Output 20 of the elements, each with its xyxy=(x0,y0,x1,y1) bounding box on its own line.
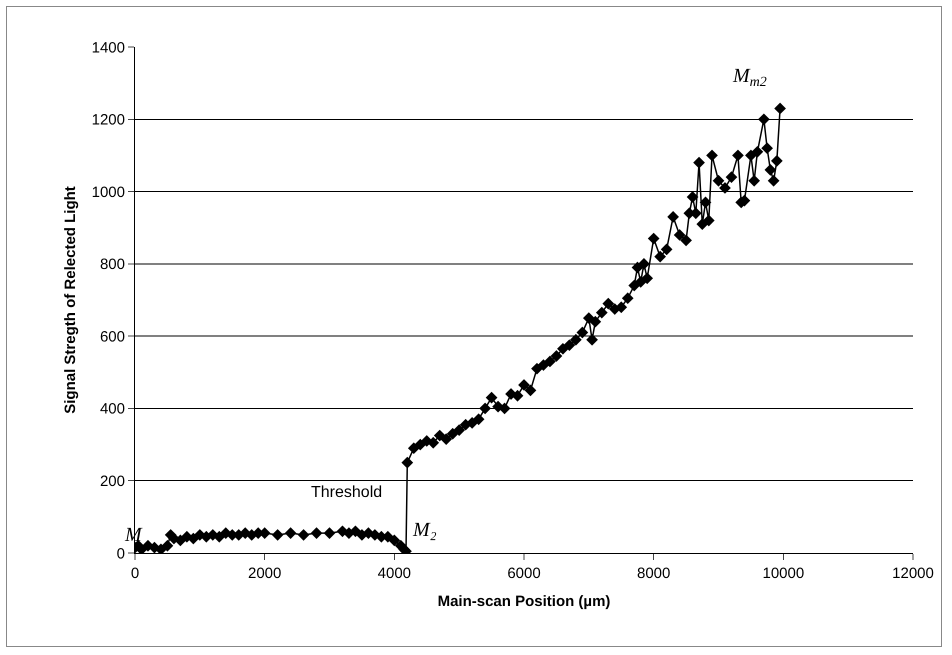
y-tick-label: 800 xyxy=(100,256,125,274)
x-tick-label: 8000 xyxy=(636,565,670,582)
x-tick-label: 6000 xyxy=(507,565,541,582)
y-tick-label: 1400 xyxy=(92,39,125,56)
annotation: M₂ xyxy=(412,519,437,541)
x-tick-label: 4000 xyxy=(378,565,412,582)
y-tick-label: 400 xyxy=(100,400,125,418)
x-tick-label: 0 xyxy=(130,565,140,582)
annotation: M$_{m2}$ xyxy=(732,65,767,90)
annotation: Threshold xyxy=(311,484,382,501)
y-tick-label: 1000 xyxy=(92,184,125,201)
y-tick-label: 1200 xyxy=(92,112,125,129)
x-tick-label: 10000 xyxy=(762,565,804,582)
x-axis-title: Main-scan Position (µm) xyxy=(438,593,610,610)
y-tick-label: 200 xyxy=(100,472,125,490)
x-tick-label: 12000 xyxy=(892,565,934,582)
y-axis-title: Signal Stregth of Relected Light xyxy=(62,186,79,414)
y-tick-label: 600 xyxy=(100,328,125,346)
x-tick-label: 2000 xyxy=(248,565,282,582)
y-tick-label: 0 xyxy=(116,545,125,562)
